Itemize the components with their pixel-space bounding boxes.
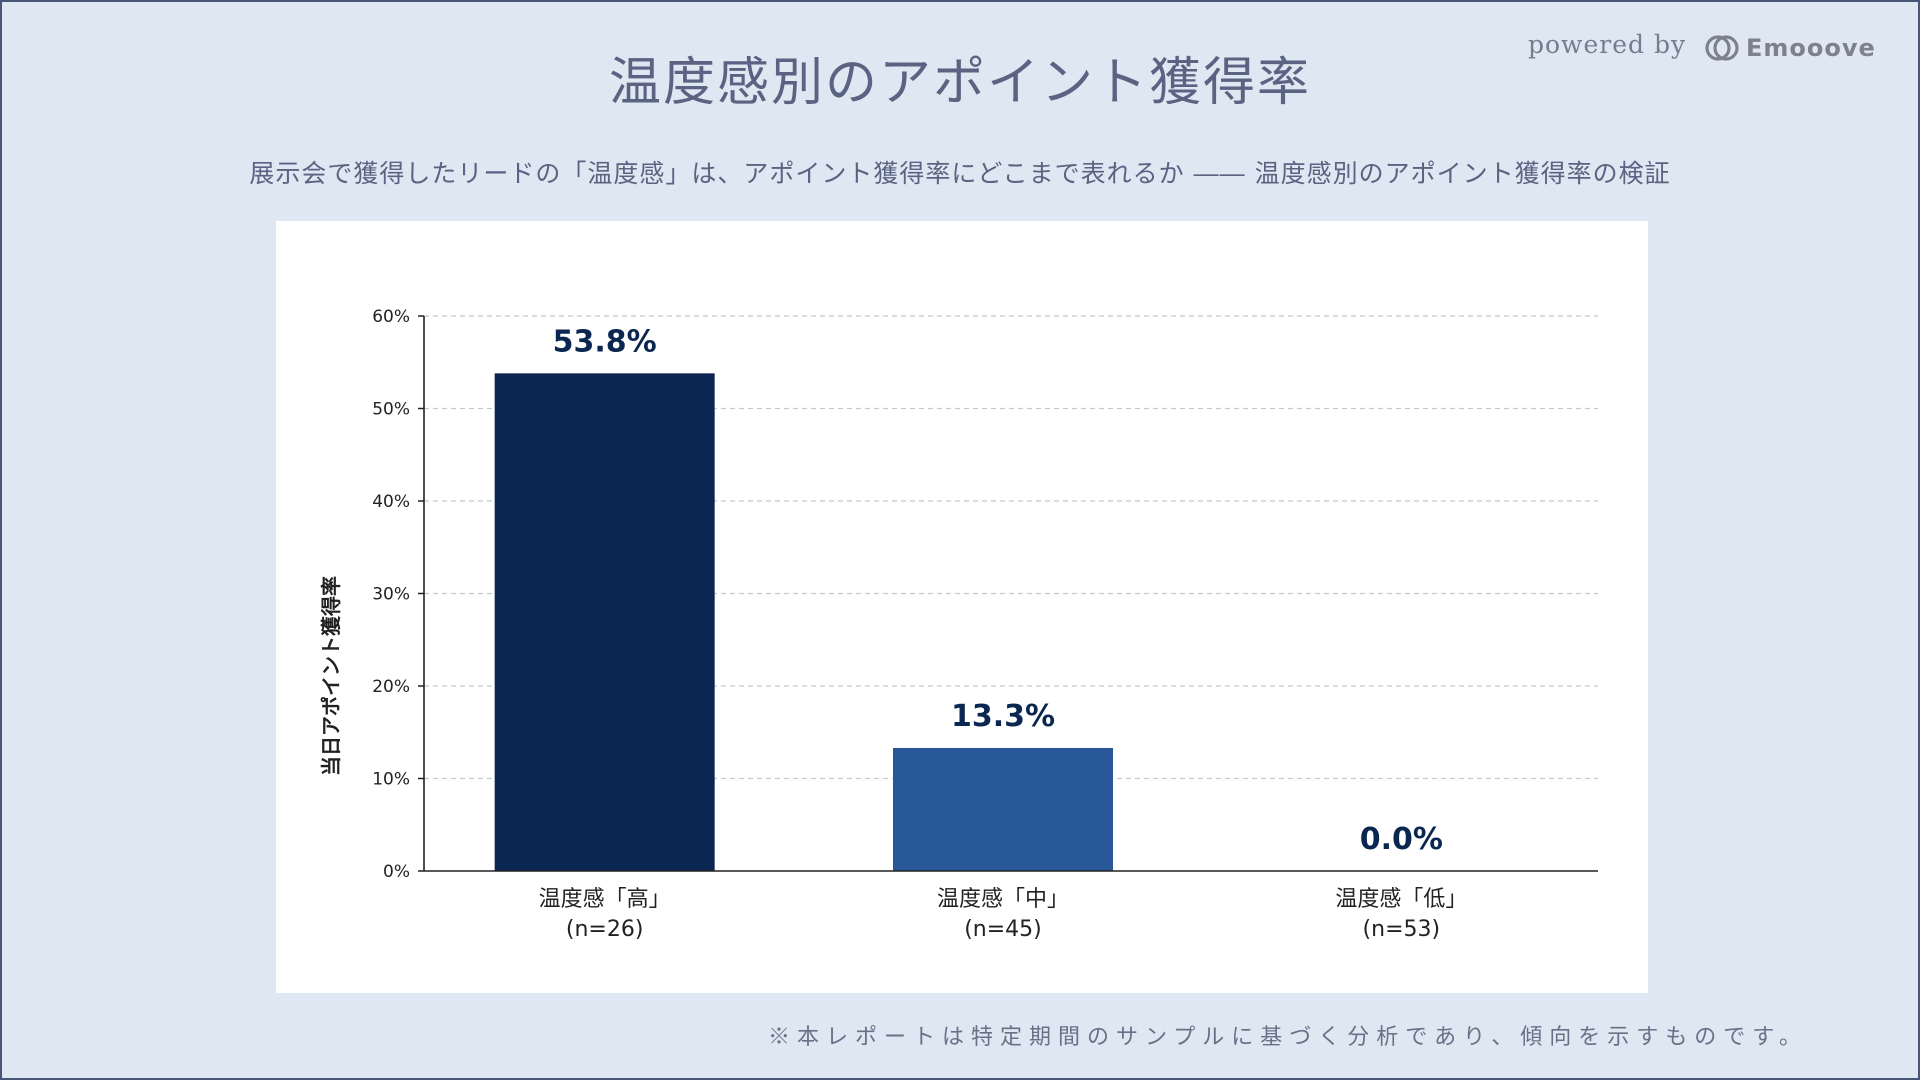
bar-2 (893, 747, 1113, 871)
y-tick-label: 60% (372, 307, 410, 327)
powered-by-label: powered by (1528, 30, 1687, 59)
x-tick-label: 温度感「低」 (1335, 887, 1467, 912)
x-tick-label: 温度感「高」 (539, 887, 671, 912)
bars (494, 373, 1113, 871)
y-tick-label: 30% (372, 585, 410, 605)
bar-1 (494, 373, 715, 871)
page-subtitle: 展示会で獲得したリードの「温度感」は、アポイント獲得率にどこまで表れるか ―― … (249, 159, 1671, 188)
labels: 0% 10% 20% 30% 40% 50% 60% 53.8% 温度感「高」 (n=26) 13.… (372, 307, 1467, 942)
y-tick-label: 20% (372, 677, 410, 697)
bar-value-label: 13.3% (951, 699, 1055, 734)
x-tick-label: 温度感「中」 (937, 887, 1069, 912)
axes (418, 315, 1598, 872)
brand-logo: Emooove (1704, 30, 1876, 66)
y-tick-label: 40% (372, 492, 410, 512)
y-axis-label: 当日アポイント獲得率 (319, 576, 343, 776)
x-tick-sample-size: (n=53) (1363, 917, 1441, 942)
brand-name: Emooove (1746, 34, 1876, 62)
x-tick-sample-size: (n=26) (566, 917, 644, 942)
emooove-logo-icon (1705, 35, 1739, 61)
bar-value-label: 0.0% (1360, 822, 1443, 857)
footnote: ※本レポートは特定期間のサンプルに基づく分析であり、傾向を示すものです。 (767, 1025, 1808, 1050)
page-title: 温度感別のアポイント獲得率 (608, 53, 1311, 113)
bar-chart: 0% 10% 20% 30% 40% 50% 60% 53.8% 温度感「高」 (n=26) 13.… (319, 307, 1598, 942)
y-tick-label: 10% (372, 770, 410, 790)
x-tick-sample-size: (n=45) (964, 917, 1042, 942)
y-tick-label: 0% (383, 862, 410, 882)
y-tick-label: 50% (372, 400, 410, 420)
chart-panel: 0% 10% 20% 30% 40% 50% 60% 53.8% 温度感「高」 (n=26) 13.… (276, 221, 1648, 993)
bar-value-label: 53.8% (553, 324, 657, 359)
